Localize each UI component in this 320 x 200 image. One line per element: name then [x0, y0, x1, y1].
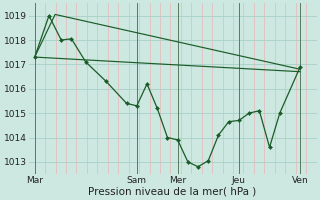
- X-axis label: Pression niveau de la mer( hPa ): Pression niveau de la mer( hPa ): [88, 187, 257, 197]
